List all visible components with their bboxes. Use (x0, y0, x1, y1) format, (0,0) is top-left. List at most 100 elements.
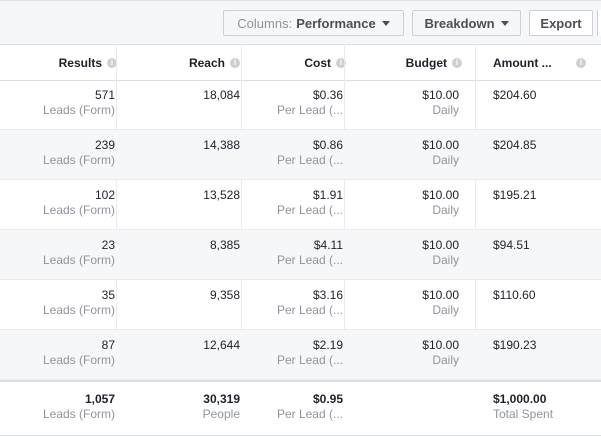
reach-value: 9,358 (209, 288, 240, 302)
results-value: 571 (94, 88, 115, 102)
columns-prefix: Columns: (237, 15, 293, 31)
table-row[interactable]: 102 Leads (Form) 13,528 $1.91 Per Lead (... $… (0, 180, 601, 230)
toolbar: Columns: Performance Breakdown Export (0, 0, 601, 45)
cost-cell: $0.86 Per Lead (... (241, 130, 343, 179)
cost-type: Per Lead (... (276, 303, 343, 317)
results-value: 35 (101, 288, 115, 302)
reach-cell: 18,084 (116, 80, 240, 129)
cost-value: $1.91 (312, 188, 343, 202)
results-value: 87 (101, 338, 115, 352)
cost-type: Per Lead (... (276, 353, 343, 367)
amount-spent-cell: $204.85 (476, 130, 601, 179)
amount-spent-cell: $110.60 (476, 280, 601, 329)
budget-type: Daily (432, 303, 459, 317)
amount-spent-cell: $190.23 (476, 330, 601, 379)
columns-value: Performance (296, 15, 376, 31)
cost-value: $2.19 (312, 338, 343, 352)
amount-spent-value: $195.21 (493, 188, 537, 202)
budget-cell[interactable]: $10.00 Daily (344, 280, 459, 329)
column-header-budget[interactable]: Budget i (344, 45, 462, 81)
results-type: Leads (Form) (42, 153, 115, 167)
table-row[interactable]: 23 Leads (Form) 8,385 $4.11 Per Lead (... $10… (0, 230, 601, 280)
column-header-cost[interactable]: Cost i (241, 45, 346, 81)
toolbar-overflow-button[interactable] (597, 10, 601, 36)
cost-value: $4.11 (313, 238, 343, 252)
total-cost-cell: $0.95 Per Lead (... (276, 392, 343, 421)
results-cell: 571 Leads (Form) (0, 80, 115, 129)
results-type: Leads (Form) (42, 203, 115, 217)
budget-cell[interactable]: $10.00 Daily (344, 80, 459, 129)
results-type: Leads (Form) (42, 303, 115, 317)
info-icon[interactable]: i (107, 58, 117, 68)
info-icon[interactable]: i (230, 58, 240, 68)
amount-spent-value: $94.51 (493, 238, 530, 252)
info-icon[interactable]: i (576, 58, 586, 68)
results-cell: 23 Leads (Form) (0, 230, 115, 279)
total-results-cell: 1,057 Leads (Form) (42, 392, 115, 421)
budget-type: Daily (432, 353, 459, 367)
cost-cell: $0.36 Per Lead (... (241, 80, 343, 129)
cost-type: Per Lead (... (276, 103, 343, 117)
budget-cell[interactable]: $10.00 Daily (344, 230, 459, 279)
reach-cell: 14,388 (116, 130, 240, 179)
budget-value: $10.00 (422, 288, 459, 302)
total-reach-cell: 30,319 People (202, 392, 240, 421)
amount-spent-value: $204.60 (493, 88, 537, 102)
amount-spent-value: $110.60 (493, 288, 536, 302)
reach-cell: 13,528 (116, 180, 240, 229)
reach-value: 12,644 (203, 338, 240, 352)
caret-down-icon (381, 20, 390, 26)
reach-value: 14,388 (203, 138, 240, 152)
results-cell: 87 Leads (Form) (0, 330, 115, 379)
budget-cell[interactable]: $10.00 Daily (344, 180, 459, 229)
results-value: 239 (94, 138, 115, 152)
reach-value: 18,084 (203, 88, 240, 102)
budget-value: $10.00 (422, 188, 459, 202)
header-label: Budget (405, 56, 447, 70)
budget-cell[interactable]: $10.00 Daily (344, 330, 459, 379)
table-row[interactable]: 35 Leads (Form) 9,358 $3.16 Per Lead (... $10… (0, 280, 601, 330)
info-icon[interactable]: i (452, 58, 462, 68)
table-row[interactable]: 571 Leads (Form) 18,084 $0.36 Per Lead (... $… (0, 80, 601, 130)
reach-cell: 9,358 (116, 280, 240, 329)
budget-value: $10.00 (422, 88, 459, 102)
header-label: Amount ... (493, 56, 552, 70)
amount-spent-value: $190.23 (493, 338, 537, 352)
results-value: 102 (94, 188, 115, 202)
cost-type: Per Lead (... (276, 253, 343, 267)
results-type: Leads (Form) (42, 253, 115, 267)
column-header-reach[interactable]: Reach i (116, 45, 240, 81)
columns-dropdown-button[interactable]: Columns: Performance (223, 10, 404, 36)
info-icon[interactable]: i (336, 58, 346, 68)
table-total-row: 1,057 Leads (Form) 30,319 People $0.95 P… (0, 380, 601, 436)
results-cell: 102 Leads (Form) (0, 180, 115, 229)
reach-value: 13,528 (203, 188, 240, 202)
export-button[interactable]: Export (529, 10, 593, 36)
results-value: 23 (101, 238, 115, 252)
reach-cell: 12,644 (116, 330, 240, 379)
cost-cell: $2.19 Per Lead (... (241, 330, 343, 379)
column-header-results[interactable]: Results i (0, 45, 117, 81)
table-row[interactable]: 239 Leads (Form) 14,388 $0.86 Per Lead (... $… (0, 130, 601, 180)
cost-type: Per Lead (... (276, 153, 343, 167)
table-row[interactable]: 87 Leads (Form) 12,644 $2.19 Per Lead (... $1… (0, 330, 601, 380)
cost-type: Per Lead (... (276, 203, 343, 217)
cost-cell: $1.91 Per Lead (... (241, 180, 343, 229)
breakdown-dropdown-button[interactable]: Breakdown (412, 10, 521, 36)
header-label: Results (58, 56, 102, 70)
budget-cell[interactable]: $10.00 Daily (344, 130, 459, 179)
budget-value: $10.00 (422, 238, 459, 252)
amount-spent-cell: $204.60 (476, 80, 601, 129)
column-header-amount-spent[interactable]: Amount ... i (476, 45, 586, 81)
cost-value: $0.36 (312, 88, 343, 102)
header-label: Reach (188, 56, 225, 70)
reach-value: 8,385 (209, 238, 240, 252)
results-type: Leads (Form) (42, 103, 115, 117)
budget-value: $10.00 (422, 338, 459, 352)
budget-type: Daily (432, 153, 459, 167)
total-amount-cell: $1,000.00 Total Spent (493, 392, 554, 421)
cost-value: $3.16 (312, 288, 343, 302)
budget-type: Daily (432, 253, 459, 267)
table-header: Results i Reach i Cost i Budget i Amount… (0, 44, 601, 81)
cost-cell: $4.11 Per Lead (... (241, 230, 343, 279)
